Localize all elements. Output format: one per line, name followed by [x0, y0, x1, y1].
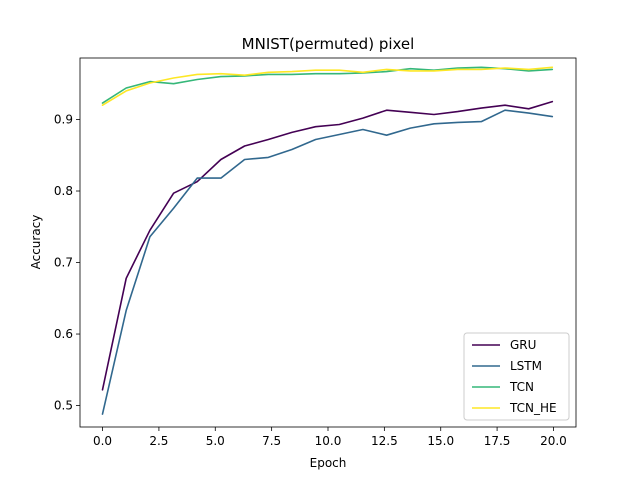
series-layer: [101, 66, 554, 415]
x-axis: 0.0 2.5 5.0 7.5 10.0 12.5 15.0 17.5 20.0: [93, 427, 567, 448]
legend-box: [463, 332, 570, 421]
y-tick-label: 0.7: [54, 256, 73, 270]
x-tick-label: 0.0: [93, 434, 112, 448]
x-tick-label: 10.0: [315, 434, 342, 448]
series-line-gru: [101, 100, 554, 391]
legend: GRU LSTM TCN TCN_HE: [463, 332, 570, 421]
y-tick-label: 0.6: [54, 327, 73, 341]
y-axis-label: Accuracy: [29, 215, 43, 270]
x-tick-label: 2.5: [149, 434, 168, 448]
x-tick-label: 17.5: [484, 434, 511, 448]
legend-label: TCN: [509, 380, 534, 394]
y-axis: 0.5 0.6 0.7 0.8 0.9: [54, 113, 80, 413]
x-tick-label: 7.5: [262, 434, 281, 448]
series-line-tcn: [101, 66, 554, 104]
chart-title: MNIST(permuted) pixel: [242, 35, 415, 53]
series-line-tcn-he: [101, 66, 554, 106]
x-tick-label: 12.5: [371, 434, 398, 448]
x-tick-label: 20.0: [540, 434, 567, 448]
x-tick-label: 15.0: [427, 434, 454, 448]
x-axis-label: Epoch: [310, 456, 347, 470]
legend-label: LSTM: [510, 359, 542, 373]
series-line-lstm: [101, 109, 554, 415]
y-tick-label: 0.5: [54, 399, 73, 413]
x-tick-label: 5.0: [206, 434, 225, 448]
legend-label: TCN_HE: [509, 401, 557, 415]
y-tick-label: 0.9: [54, 113, 73, 127]
y-tick-label: 0.8: [54, 184, 73, 198]
legend-label: GRU: [510, 338, 536, 352]
